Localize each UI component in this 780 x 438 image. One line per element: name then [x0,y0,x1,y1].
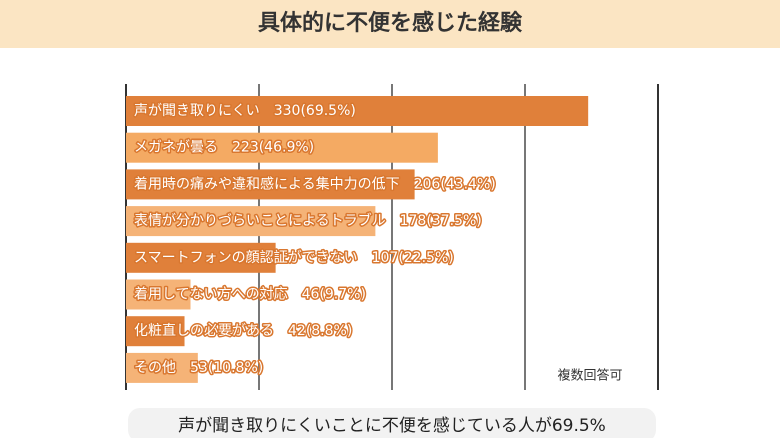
value-label: 223(46.9%) [232,140,314,156]
header-band [0,0,780,48]
note: 複数回答可 [557,368,622,384]
category-label: メガネが曇る [134,140,218,156]
bar [126,169,415,200]
bar [126,206,376,237]
value-label: 206(43.4%) [414,176,496,192]
category-label: 表情が分かりづらいことによるトラブル [134,212,386,229]
bar [126,279,191,310]
category-label: その他 [134,360,176,376]
bar [126,242,276,273]
value-label: 42(8.8%) [288,323,352,339]
caption: 声が聞き取りにくいことに不便を感じている人が69.5% [178,416,606,436]
bar [126,316,185,347]
bar [126,352,198,383]
chart-title: 具体的に不便を感じた経験 [258,10,523,36]
category-label: 化粧直しの必要がある [134,322,274,339]
category-label: 着用時の痛みや違和感による集中力の低下 [134,175,400,192]
caption-box [128,408,656,438]
category-label: スマートフォンの顔認証ができない [134,250,358,266]
bar [126,96,589,126]
value-label: 330(69.5%) [274,103,356,119]
category-label: 着用してない方への対応 [134,287,288,303]
value-label: 107(22.5%) [372,250,454,266]
value-label: 53(10.8%) [190,360,263,376]
value-label: 178(37.5%) [400,213,482,229]
value-label: 46(9.7%) [302,287,366,303]
category-label: 声が聞き取りにくい [134,103,260,119]
bar [126,132,438,163]
